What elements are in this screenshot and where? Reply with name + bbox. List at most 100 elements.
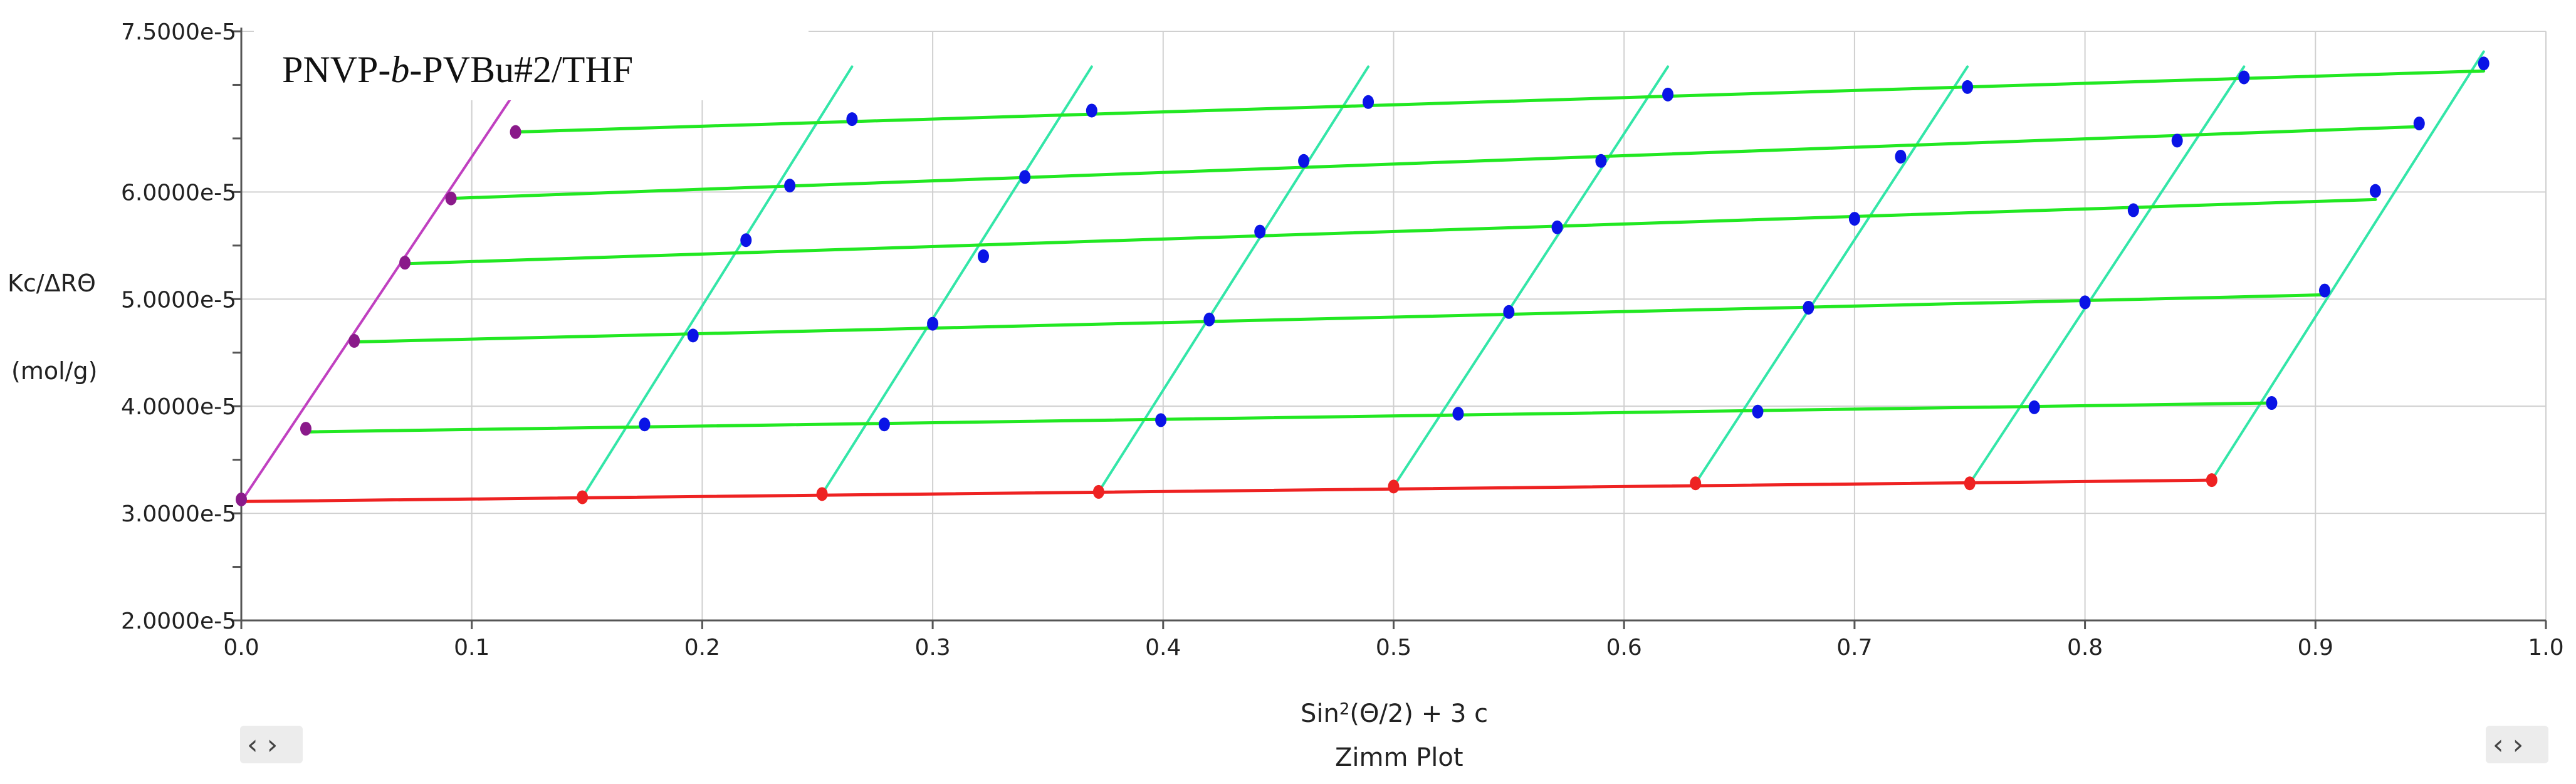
measured-point: [1848, 212, 1860, 226]
concentration-extrapolation-line: [449, 125, 2421, 201]
x-tick-label: 0.6: [1606, 635, 1642, 661]
x-tick-label: 0.9: [2298, 635, 2333, 661]
zero-angle-point: [236, 492, 247, 506]
axis-layer: 0.0 0.1 0.2 0.3 0.4 0.5 0.6 0.7 0.8 0.9 1.0 2.0000e…: [121, 19, 2564, 661]
left-scroll-arrows: ‹ ›: [247, 729, 278, 761]
y-tick-label: 7.5000e-5: [121, 19, 236, 45]
angle-extrapolation-line: [1968, 65, 2246, 485]
zero-angle-point: [399, 256, 411, 270]
x-axis-label-part: Sin: [1301, 699, 1339, 728]
measured-point: [784, 179, 796, 193]
measured-point: [2028, 400, 2040, 414]
concentration-extrapolation-line: [352, 293, 2327, 344]
measured-point: [1962, 80, 1974, 94]
zero-concentration-point: [1690, 476, 1702, 491]
measured-point: [1595, 154, 1607, 168]
y-axis-label-line1: Kc/ΔRΘ: [8, 269, 96, 297]
x-tick-label: 0.7: [1836, 635, 1872, 661]
angle-extrapolation-line: [820, 65, 1093, 496]
angle-extrapolation-line: [581, 65, 854, 499]
measured-point: [1752, 404, 1764, 419]
right-scroll-arrows: ‹ ›: [2493, 729, 2523, 761]
x-tick-label: 1.0: [2528, 635, 2563, 661]
measured-point: [1803, 300, 1814, 315]
plot-caption: Zimm Plot: [1335, 743, 1463, 772]
measured-point: [740, 233, 752, 248]
right-scroll-background: [2486, 726, 2548, 763]
measured-point: [2079, 295, 2091, 310]
measured-point: [1155, 413, 1167, 427]
concentration-extrapolation-line: [514, 69, 2486, 134]
zero-concentration-point: [577, 490, 589, 504]
measured-point: [878, 417, 890, 432]
zero-angle-point: [445, 191, 457, 206]
measured-point: [1363, 95, 1374, 109]
right-scroll-control[interactable]: ‹ ›: [2486, 726, 2548, 763]
measured-point: [2413, 116, 2425, 130]
measured-point: [1203, 312, 1215, 327]
measured-point: [2266, 396, 2278, 410]
x-axis-label-part: (Θ/2) + 3 c: [1349, 699, 1488, 728]
y-tick-label: 6.0000e-5: [121, 180, 236, 206]
left-scroll-background: [240, 726, 303, 763]
measured-point: [2319, 283, 2331, 298]
zero-angle-point: [300, 422, 312, 436]
chart-title-part: -PVBu#2/THF: [409, 49, 633, 90]
x-axis-label: Sin2(Θ/2) + 3 c: [1301, 699, 1488, 728]
zero-concentration-point: [1964, 476, 1976, 491]
zero-angle-point: [510, 125, 521, 139]
zero-concentration-point: [1388, 479, 1400, 494]
zero-concentration-point: [2206, 473, 2217, 488]
x-tick-label: 0.1: [454, 635, 490, 661]
measured-point: [927, 316, 939, 331]
measured-point: [1254, 224, 1266, 239]
concentration-extrapolation-line: [403, 197, 2377, 266]
measured-point: [2478, 56, 2490, 71]
title-background: [254, 25, 809, 100]
zero-angle-point: [348, 333, 360, 348]
measured-point: [977, 249, 989, 263]
data-points: [236, 56, 2490, 506]
measured-point: [1895, 149, 1907, 164]
measured-point: [846, 112, 858, 127]
grid-layer: [241, 31, 2547, 621]
measured-point: [687, 328, 699, 343]
x-tick-label: 0.4: [1145, 635, 1181, 661]
measured-point: [1019, 170, 1031, 184]
angle-extrapolation-line: [1097, 65, 1370, 493]
measured-point: [1662, 87, 1674, 102]
measured-point: [2369, 184, 2381, 198]
measured-point: [1298, 154, 1310, 168]
x-tick-label: 0.8: [2067, 635, 2103, 661]
measured-point: [2238, 70, 2250, 85]
left-scroll-control[interactable]: ‹ ›: [240, 726, 303, 763]
concentration-extrapolation-line: [304, 401, 2273, 434]
chart-title-part: b: [390, 49, 409, 90]
zero-angle-line: [240, 90, 517, 503]
y-tick-label: 4.0000e-5: [121, 394, 236, 420]
y-axis-label-line2: (mol/g): [11, 357, 97, 385]
x-axis-label-part: 2: [1339, 700, 1350, 719]
x-tick-label: 0.3: [914, 635, 950, 661]
measured-point: [639, 417, 651, 432]
y-tick-label: 3.0000e-5: [121, 501, 236, 527]
measured-point: [1086, 103, 1097, 118]
measured-point: [2171, 133, 2183, 148]
y-tick-label: 2.0000e-5: [121, 609, 236, 634]
x-tick-label: 0.5: [1376, 635, 1411, 661]
chart-title: PNVP-b-PVBu#2/THF: [282, 49, 633, 90]
angle-extrapolation-line: [1694, 65, 1969, 485]
angle-extrapolation-line: [2210, 50, 2485, 482]
zero-concentration-point: [1092, 484, 1104, 499]
series-lines: [239, 50, 2486, 503]
zero-concentration-line: [239, 478, 2214, 503]
angle-extrapolation-line: [1392, 65, 1670, 488]
measured-point: [1551, 220, 1563, 234]
chart-title-part: PNVP-: [282, 49, 390, 90]
measured-point: [1452, 407, 1464, 421]
x-tick-label: 0.0: [223, 635, 259, 661]
measured-point: [2127, 203, 2139, 217]
zero-concentration-point: [816, 487, 828, 501]
